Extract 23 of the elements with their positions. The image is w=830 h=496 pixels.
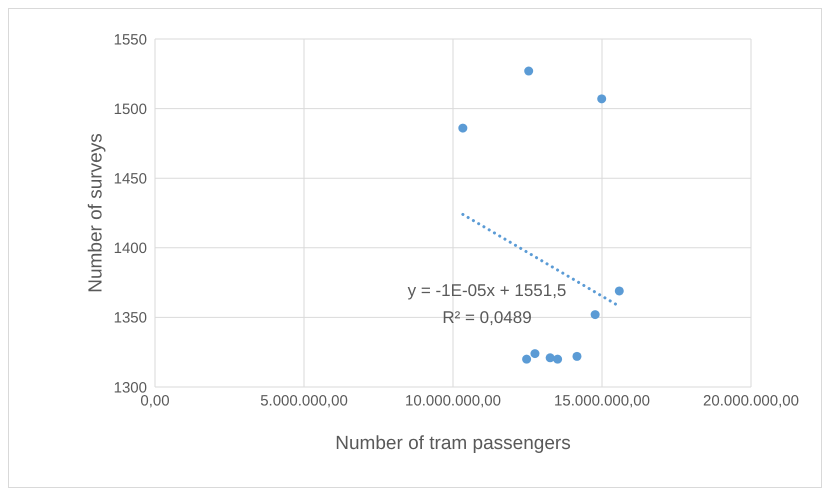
point xyxy=(530,349,540,358)
y-axis-title: Number of surveys xyxy=(86,133,107,293)
point xyxy=(572,352,582,361)
point xyxy=(614,286,624,296)
x-tick-label: 5.000.000,00 xyxy=(260,392,348,410)
annotation: R² = 0,0489 xyxy=(442,308,532,328)
y-tick-label: 1350 xyxy=(114,310,147,327)
x-tick-label: 15.000.000,00 xyxy=(554,392,650,410)
point xyxy=(553,354,562,364)
y-tick-label: 1450 xyxy=(114,170,147,188)
y-tick-label: 1550 xyxy=(114,31,147,48)
point xyxy=(458,124,468,133)
y-tick-label: 1500 xyxy=(114,100,147,118)
x-axis-title: Number of tram passengers xyxy=(335,433,571,454)
x-tick-label: 10.000.000,00 xyxy=(405,392,501,410)
point xyxy=(590,310,600,320)
point xyxy=(522,354,532,364)
y-tick-label: 1400 xyxy=(114,240,147,258)
annotation: y = -1E-05x + 1551,5 xyxy=(408,281,566,301)
point xyxy=(597,94,606,104)
point xyxy=(546,353,555,362)
x-tick-label: 20.000.000,00 xyxy=(703,392,799,410)
point xyxy=(524,66,534,76)
